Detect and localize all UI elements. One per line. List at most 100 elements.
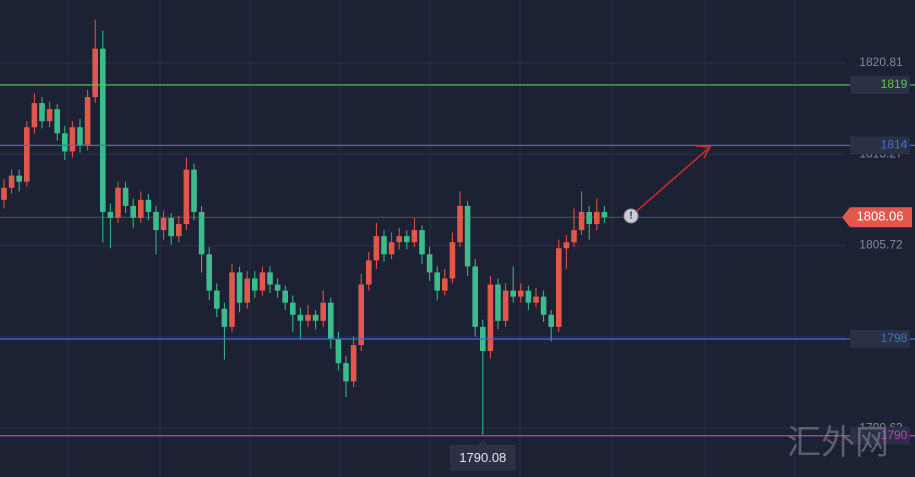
candle-body [472, 266, 478, 327]
candle-body [244, 278, 250, 303]
candle-body [586, 211, 592, 225]
candle-body [130, 205, 136, 218]
candle-body [145, 199, 152, 212]
candle-body [198, 211, 205, 255]
candle-body [487, 284, 494, 352]
candle-body [396, 236, 402, 243]
level-tag [850, 426, 910, 445]
candle-body [495, 284, 501, 321]
candle-body [107, 211, 114, 218]
candle-body [305, 314, 311, 321]
candle-body [419, 230, 425, 255]
candle-body [122, 187, 129, 206]
candle-body [259, 272, 266, 291]
info-icon[interactable] [623, 208, 639, 224]
y-tick-label: 1805.72 [859, 238, 903, 252]
candle-body [77, 127, 83, 146]
candle-body [320, 302, 326, 321]
level-label: 1814 [881, 138, 908, 152]
candle-body [388, 242, 395, 255]
candle-body [214, 290, 220, 309]
last-price-tag [842, 207, 912, 228]
candle-body [533, 296, 539, 303]
candle-body [457, 205, 463, 243]
candle-body [358, 284, 364, 346]
candle-body [1, 187, 7, 200]
candle-body [176, 224, 182, 237]
candle-body [62, 133, 68, 152]
time-grid [67, 0, 796, 477]
candle-body [229, 272, 235, 327]
candle-body [8, 175, 15, 188]
candle-body [168, 217, 174, 237]
candle-body [449, 242, 456, 279]
arrow-head [695, 145, 712, 159]
candle-body [335, 338, 342, 364]
forecast-arrow [631, 146, 711, 216]
candle-body [525, 290, 532, 303]
low-label: 1790.08 [459, 450, 506, 465]
candle-body [563, 242, 570, 249]
candle-body [548, 314, 554, 327]
info-icon-glyph: ! [629, 211, 632, 222]
candle-body [540, 296, 547, 315]
low-tag [449, 439, 516, 471]
candle-body [343, 363, 349, 382]
candle-body [24, 127, 30, 182]
candle-body [290, 302, 296, 315]
candle-body [464, 205, 471, 267]
candle-body [328, 302, 334, 339]
candle-body [518, 290, 524, 297]
candle-body [502, 290, 509, 321]
candle-body [282, 290, 288, 303]
last-price-label: 1808.06 [857, 209, 904, 224]
candle-body [578, 211, 585, 231]
level-tag [850, 75, 910, 94]
candle-body [252, 278, 258, 291]
candle-body [100, 48, 106, 212]
candle-body [115, 187, 121, 218]
candle-body [221, 308, 228, 327]
candle-body [274, 284, 281, 291]
level-label: 1790 [881, 428, 908, 442]
candle-body [350, 345, 357, 382]
candle-body [92, 48, 98, 98]
candle-body [426, 254, 433, 273]
candle-body [411, 230, 418, 243]
candle-body [160, 217, 167, 231]
candle-body [153, 211, 159, 231]
candle-body [404, 236, 410, 243]
level-tag [850, 329, 910, 348]
candle-body [510, 290, 516, 297]
watermark: 汇外网 [787, 423, 889, 463]
candle-body [601, 211, 608, 218]
candle-body [191, 169, 197, 212]
candle-body [556, 248, 562, 327]
candle-body [267, 272, 273, 285]
candle-body [31, 103, 38, 128]
y-tick-label: 1820.81 [859, 55, 903, 69]
candle-body [594, 211, 600, 225]
candle-body [206, 254, 212, 291]
candle-body [69, 127, 76, 152]
candle-body [297, 314, 304, 321]
candle-body [46, 109, 53, 122]
candle-body [434, 272, 440, 291]
candle-body [373, 236, 380, 261]
candle-body [138, 199, 144, 218]
candle-body [312, 314, 319, 321]
candle-body [16, 175, 22, 182]
candle-body [183, 169, 190, 225]
candle-body [84, 97, 91, 146]
candle-body [366, 260, 372, 285]
candle-body [442, 278, 448, 291]
candle-body [381, 236, 387, 255]
level-label: 1798 [881, 331, 908, 345]
candle-body [54, 109, 60, 134]
level-label: 1819 [881, 77, 908, 91]
candle-body [571, 230, 577, 243]
candle-body [39, 103, 45, 122]
candle-body [236, 272, 243, 303]
level-tag [850, 136, 910, 155]
